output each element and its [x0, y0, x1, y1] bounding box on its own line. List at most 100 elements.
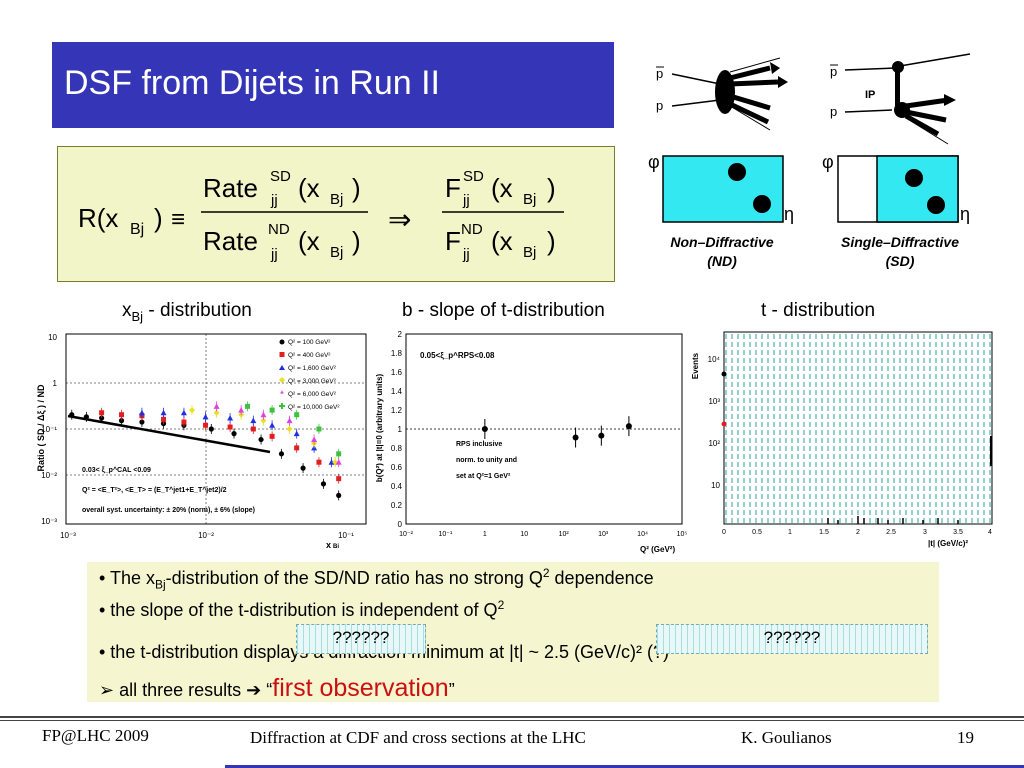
den2-nd: ND: [461, 221, 483, 238]
plot1-data-point: [278, 451, 285, 457]
plot1-legend: Q² = 100 GeV² Q² = 400 GeV² Q² = 1,600 G…: [279, 339, 340, 411]
sd-caption-abbr: (SD): [886, 253, 915, 269]
nd-caption-abbr: (ND): [707, 253, 737, 269]
plot1-data-point: [189, 407, 196, 414]
plot1-data-point: [286, 426, 293, 432]
plot1-data-point: [311, 436, 318, 443]
plot1-data-point: [335, 459, 342, 465]
legend-q10000: Q² = 10,000 GeV²: [288, 404, 340, 411]
den-f: F: [445, 226, 461, 256]
plot1-note1: 0.03< ξ_p^CAL <0.09: [82, 466, 151, 474]
plot1-data-point: [180, 409, 187, 416]
den2-jj: jj: [462, 246, 470, 263]
bullet-slope: • the slope of the t-distribution is ind…: [99, 598, 505, 620]
nd-caption: Non–Diffractive: [670, 234, 773, 250]
plot2-ytick: 0.8: [391, 444, 403, 453]
plot1-data-point: [294, 445, 300, 451]
svg-text:2: 2: [856, 529, 860, 536]
plot1-data-point: [119, 412, 125, 418]
svg-text:0.5: 0.5: [752, 529, 762, 536]
plot1-data-point: [293, 430, 300, 437]
den-bj: Bj: [330, 244, 343, 261]
svg-text:2.5: 2.5: [886, 529, 896, 536]
formula-lhs-close: ): [154, 203, 163, 233]
plot1-note2: Q² = <E_T²>, <E_T> = (E_T^jet1+E_T^jet2)…: [82, 486, 227, 494]
plot3-frame: [723, 331, 993, 525]
plot2-xlabel: Q² (GeV²): [640, 545, 675, 554]
plot1-data-point: [260, 417, 267, 424]
num2-close: ): [547, 173, 556, 203]
num-bj: Bj: [330, 191, 343, 208]
sd-eta-label: η: [960, 204, 970, 224]
svg-text:1: 1: [53, 379, 58, 388]
svg-text:10³: 10³: [708, 397, 720, 406]
plot1-data-point: [99, 410, 105, 416]
legend-q100: Q² = 100 GeV²: [288, 339, 331, 346]
legend-q1600: Q² = 1,600 GeV²: [288, 365, 337, 372]
implies-arrow: ⇒: [388, 204, 411, 235]
nd-p-label: p: [656, 98, 663, 113]
plot1-data-point: [260, 411, 267, 418]
plot1-data-point: [208, 426, 214, 432]
footer-divider-thin: [0, 720, 1024, 721]
plot2-note3: set at Q²=1 GeV²: [456, 473, 511, 480]
svg-text:10: 10: [48, 333, 57, 342]
formula-lhs-sub: Bj: [130, 221, 144, 238]
legend-q6000: Q² = 6,000 GeV²: [288, 391, 337, 398]
plot2-ytick: 0.2: [391, 501, 403, 510]
svg-text:4: 4: [988, 529, 992, 536]
plot2-points: [481, 416, 632, 448]
plot1-data-point: [300, 465, 306, 471]
plot3-xlabel: |t| (GeV/c)²: [928, 539, 968, 548]
plot2-ytick: 1.6: [391, 368, 403, 377]
plot1-data-point: [99, 415, 105, 421]
plot1-data-point: [258, 436, 264, 443]
caption-tdist: t - distribution: [761, 300, 876, 321]
right-arrow-icon: ➔: [246, 680, 262, 700]
den-x: (x: [298, 226, 320, 256]
den2-close: ): [547, 226, 556, 256]
num-close: ): [352, 173, 361, 203]
plot1-data-point: [316, 426, 322, 432]
plot2-ytick: 1.8: [391, 349, 403, 358]
sd-caption: Single–Diffractive: [841, 234, 959, 250]
footer-page-number: 19: [957, 728, 974, 747]
plot2-ytick: 2: [398, 330, 403, 339]
plot1-note3: overall syst. uncertainty: ± 20% (norm),…: [82, 507, 255, 514]
plot2-ytick: 0.6: [391, 463, 403, 472]
event-diagrams: p p p p IP: [648, 53, 971, 269]
plot2-ytick: 1.4: [391, 387, 403, 396]
ratio-formula: R(x Bj ) ≡ Rate SD jj (x Bj ) Rate ND jj…: [78, 168, 564, 263]
plot1-data-point: [138, 409, 145, 416]
svg-text:3: 3: [923, 529, 927, 536]
den2-bj: Bj: [523, 244, 536, 261]
plot2-range: 0.05<ξ_p^RPS<0.08: [420, 351, 495, 360]
plot1-data-point: [269, 422, 276, 428]
plot1-data-point: [336, 476, 342, 482]
plot1-data-point: [328, 459, 335, 465]
nd-blob: [715, 70, 735, 114]
sd-pbar-label: p: [830, 64, 837, 79]
formula-lhs: R(x: [78, 203, 118, 233]
plot1-points: [69, 401, 342, 501]
svg-text:Bj: Bj: [333, 544, 339, 548]
svg-text:10⁻¹: 10⁻¹: [41, 425, 57, 434]
plot1-data-point: [245, 403, 251, 409]
num2-jj: jj: [462, 192, 470, 209]
bullet-summary: ➢ all three results ➔ “first observation…: [99, 674, 455, 702]
plot2-xtick: 10²: [559, 531, 570, 538]
plot1-data-point: [294, 412, 300, 418]
plot1-xlabel: x: [326, 540, 331, 548]
plot1-data-point: [269, 407, 275, 413]
svg-text:10⁻²: 10⁻²: [41, 471, 57, 480]
first-observation-text: first observation: [272, 674, 449, 702]
plot1-data-point: [203, 422, 209, 428]
svg-text:1: 1: [788, 529, 792, 536]
num-x: (x: [298, 173, 320, 203]
plot2-xtick: 10³: [598, 531, 609, 538]
plot3-ylabel: Events: [691, 352, 700, 379]
plot2-data-point: [481, 426, 488, 432]
plot1-data-point: [69, 412, 75, 418]
num2-x: (x: [491, 173, 513, 203]
plot1-data-point: [139, 419, 145, 425]
